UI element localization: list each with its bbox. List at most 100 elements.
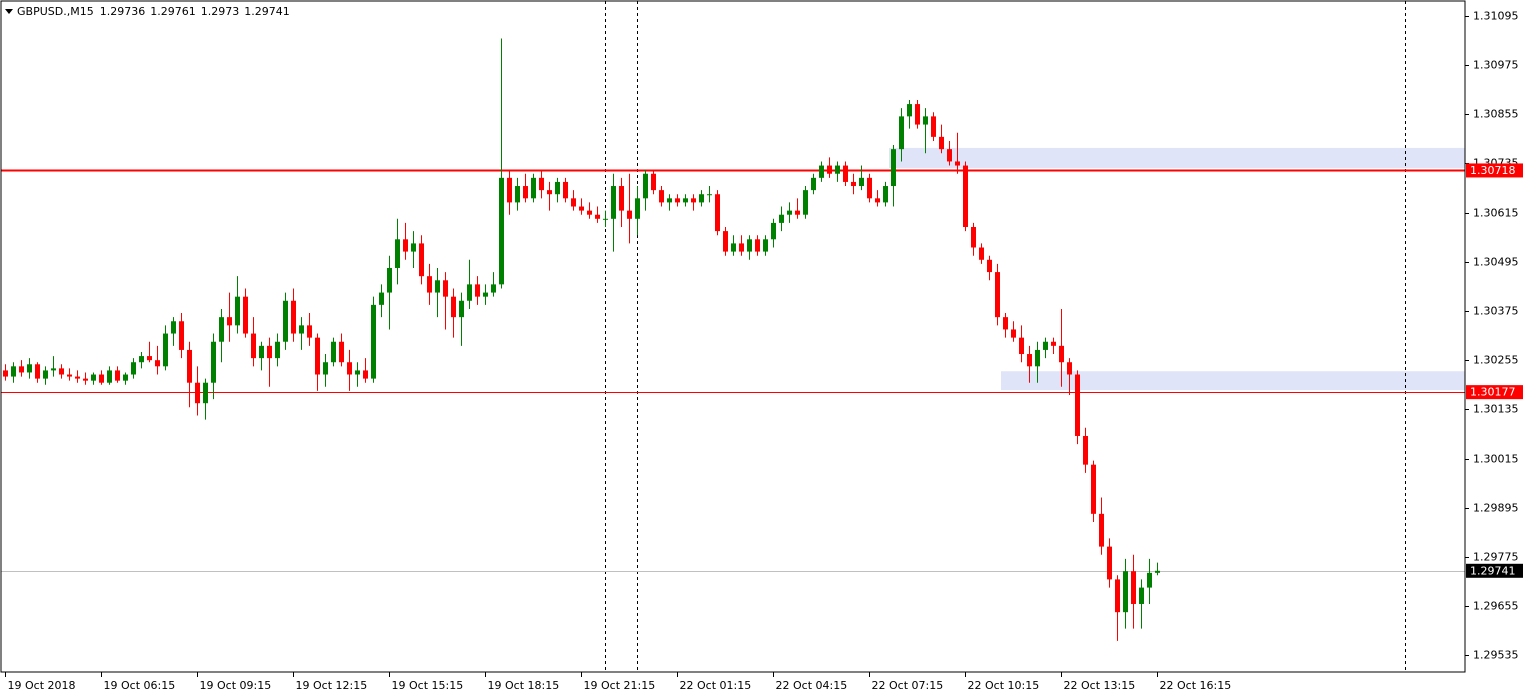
y-tick-label: 1.30135: [1473, 403, 1519, 416]
candle-body: [459, 300, 464, 318]
candle-body: [395, 239, 400, 268]
candle-body: [763, 239, 768, 252]
close-value: 1.29741: [244, 5, 290, 18]
candle-body: [107, 370, 112, 383]
candle-body: [571, 198, 576, 207]
candle-body: [51, 368, 56, 371]
candle-body: [899, 116, 904, 150]
candle-body: [787, 210, 792, 215]
candle-body: [563, 181, 568, 199]
y-tick-label: 1.29655: [1473, 600, 1519, 613]
candle-body: [827, 165, 832, 174]
candle-body: [435, 280, 440, 293]
candle-body: [955, 161, 960, 166]
chart-header: GBPUSD.,M15 1.29736 1.29761 1.2973 1.29741: [17, 5, 290, 18]
x-tick-label: 19 Oct 2018: [8, 679, 76, 692]
candle-body: [587, 210, 592, 215]
candle-body: [427, 276, 432, 293]
candle-body: [443, 280, 448, 297]
candle-body: [323, 362, 328, 375]
x-tick-label: 19 Oct 09:15: [200, 679, 272, 692]
candle-body: [811, 177, 816, 191]
candle-body: [379, 292, 384, 305]
x-tick-label: 19 Oct 18:15: [488, 679, 560, 692]
candle-body: [1139, 587, 1144, 604]
candle-body: [419, 243, 424, 277]
x-tick-label: 19 Oct 21:15: [584, 679, 656, 692]
candle-body: [491, 284, 496, 293]
low-value: 1.2973: [201, 5, 240, 18]
candle-body: [923, 116, 928, 125]
candle-body: [611, 186, 616, 219]
candle-body: [291, 300, 296, 334]
chart-title: GBPUSD.,M15: [17, 5, 94, 18]
candle-body: [3, 370, 8, 377]
candle-body: [675, 198, 680, 203]
candle-body: [595, 214, 600, 219]
candle-body: [1107, 546, 1112, 580]
candle-body: [635, 198, 640, 219]
candle-body: [507, 177, 512, 203]
x-tick-label: 22 Oct 07:15: [872, 679, 944, 692]
zone: [889, 147, 1465, 168]
zone: [1001, 371, 1465, 391]
x-tick-label: 19 Oct 12:15: [296, 679, 368, 692]
candle-body: [227, 317, 232, 326]
candle-body: [195, 382, 200, 404]
candle-body: [347, 362, 352, 375]
candle-body: [59, 368, 64, 375]
candle-body: [939, 136, 944, 150]
candle-body: [355, 370, 360, 375]
candle-body: [283, 300, 288, 342]
y-tick-label: 1.30495: [1473, 256, 1519, 269]
candle-body: [835, 165, 840, 174]
candle-body: [947, 149, 952, 162]
candle-body: [531, 177, 536, 199]
hline-label: 1.30177: [1470, 386, 1516, 399]
candle-body: [115, 370, 120, 381]
x-tick-label: 19 Oct 15:15: [392, 679, 464, 692]
candle-body: [363, 370, 368, 379]
candle-body: [539, 177, 544, 191]
candle-body: [1083, 435, 1088, 465]
symbol-menu-arrow[interactable]: [5, 9, 13, 14]
y-tick-label: 1.29535: [1473, 649, 1519, 662]
candle-body: [251, 333, 256, 359]
candle-body: [843, 165, 848, 182]
candle-body: [19, 366, 24, 373]
candle-body: [779, 214, 784, 223]
price-label: 1.29741: [1470, 564, 1516, 577]
candle-body: [43, 370, 48, 379]
candle-body: [1051, 341, 1056, 346]
candle-body: [467, 284, 472, 301]
candle-body: [723, 231, 728, 252]
axes: 1.310951.309751.308551.307351.306151.304…: [5, 10, 1523, 692]
hline-label-box: [1466, 385, 1523, 400]
hline-label-box: [1466, 163, 1523, 178]
candle-body: [1043, 341, 1048, 350]
candle-body: [555, 181, 560, 195]
candle-body: [603, 218, 608, 220]
candle-body: [1115, 579, 1120, 613]
candle-body: [651, 173, 656, 191]
candle-body: [1131, 571, 1136, 604]
lines: [1, 1, 1465, 672]
candle-body: [691, 198, 696, 203]
candle-body: [1147, 572, 1152, 588]
price-label-box: [1466, 563, 1523, 578]
candle-body: [91, 374, 96, 381]
y-tick-label: 1.30855: [1473, 108, 1519, 121]
candle-body: [67, 374, 72, 377]
candle-body: [27, 364, 32, 373]
candle-body: [579, 206, 584, 211]
candle-body: [339, 341, 344, 363]
candle-body: [875, 198, 880, 203]
x-tick-label: 22 Oct 01:15: [680, 679, 752, 692]
candle-body: [299, 325, 304, 334]
candle-body: [739, 243, 744, 252]
candle-body: [387, 267, 392, 293]
hline-label: 1.30718: [1470, 164, 1516, 177]
candle-body: [35, 364, 40, 379]
